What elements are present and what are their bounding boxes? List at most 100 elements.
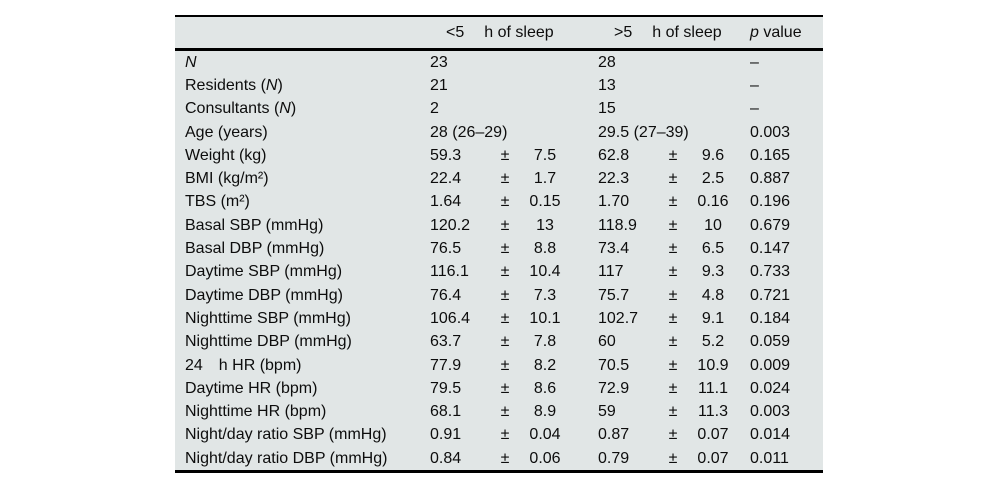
p-value-cell: 0.196 [750, 193, 791, 211]
group2-plusminus: ± [668, 216, 678, 234]
group2-plusminus: ± [668, 193, 678, 211]
group1-value: 79.5 [430, 379, 462, 397]
p-value-cell: 0.165 [750, 146, 791, 164]
table-row: Nighttime DBP (mmHg) 63.7 ± 7.8 60 ± 5.2… [175, 331, 823, 354]
group1-value: 2 [430, 100, 439, 118]
group1-sd: 10.1 [529, 309, 561, 327]
p-value-cell: 0.184 [750, 309, 791, 327]
group1-plusminus: ± [500, 356, 510, 374]
p-value-cell: 0.059 [750, 333, 791, 351]
group1-plusminus: ± [500, 170, 510, 188]
row-label-suffix: ) [277, 76, 283, 94]
row-label: Basal DBP (mmHg) [175, 240, 430, 258]
row-label-suffix: ) [290, 100, 297, 118]
row-label-text: Nighttime SBP (mmHg) [185, 309, 351, 327]
row-label-text: Basal DBP (mmHg) [185, 240, 325, 258]
group2-value: 22.3 [598, 170, 630, 188]
group1-unit-label: h of sleep [484, 23, 554, 41]
group2-sd: 9.1 [701, 309, 725, 327]
group1-value: 28 (26–29) [430, 123, 508, 141]
group1-sd: 8.8 [533, 240, 557, 258]
group1-value: 76.5 [430, 240, 462, 258]
group1-plusminus: ± [500, 426, 510, 444]
group2-value: 13 [598, 76, 616, 94]
group1-plusminus: ± [500, 309, 510, 327]
p-value-cell: 0.733 [750, 263, 791, 281]
group1-plusminus: ± [500, 146, 510, 164]
group1-sd: 10.4 [529, 263, 561, 281]
group1-sd: 7.3 [533, 286, 557, 304]
table-row: Daytime SBP (mmHg) 116.1 ± 10.4 117 ± 9.… [175, 261, 823, 284]
group2-value: 70.5 [598, 356, 630, 374]
table-row: TBS (m²) 1.64 ± 0.15 1.70 ± 0.16 0.196 [175, 191, 823, 214]
p-value-cell: 0.024 [750, 379, 791, 397]
p-value-cell: – [750, 100, 759, 118]
table-row: Night/day ratio DBP (mmHg) 0.84 ± 0.06 0… [175, 447, 823, 470]
row-label-text: Nighttime HR (bpm) [185, 403, 327, 421]
group2-value: 59 [598, 403, 616, 421]
row-label: BMI (kg/m²) [175, 170, 430, 188]
group1-sd: 8.6 [533, 379, 557, 397]
row-label-text: Basal SBP (mmHg) [185, 216, 324, 234]
row-label: Residents (N) [175, 77, 430, 95]
group1-plusminus: ± [500, 286, 510, 304]
group2-plusminus: ± [668, 333, 678, 351]
group2-sd: 11.3 [698, 403, 728, 421]
table-row: Age (years) 28 (26–29) 29.5 (27–39) 0.00… [175, 121, 823, 144]
row-label: Nighttime DBP (mmHg) [175, 333, 430, 351]
group1-plusminus: ± [500, 379, 510, 397]
group1-plusminus: ± [500, 403, 510, 421]
group1-sd: 13 [536, 216, 554, 234]
group2-sd: 0.07 [697, 449, 729, 467]
group2-plusminus: ± [668, 146, 678, 164]
row-label-text: Consultants ( [185, 100, 280, 118]
group2-sd: 2.5 [701, 170, 725, 188]
group2-sd: 9.6 [701, 146, 725, 164]
table-row: Consultants (N) 2 15 – [175, 98, 823, 121]
row-label: Daytime DBP (mmHg) [175, 287, 430, 305]
group1-sd: 0.15 [529, 193, 561, 211]
row-label-text: BMI (kg/m²) [185, 170, 269, 188]
p-rest-label: value [758, 23, 802, 41]
table-row: Basal DBP (mmHg) 76.5 ± 8.8 73.4 ± 6.5 0… [175, 237, 823, 260]
group1-value: 23 [430, 53, 448, 71]
group1-sd: 0.06 [529, 449, 561, 467]
group2-value: 0.87 [598, 426, 630, 444]
group2-plusminus: ± [668, 449, 678, 467]
column-header-p-value: p value [740, 24, 823, 42]
row-label-text: Residents ( [185, 76, 266, 94]
row-label: Night/day ratio SBP (mmHg) [175, 426, 430, 444]
group2-value: 60 [598, 333, 616, 351]
group1-value: 106.4 [430, 309, 471, 327]
row-label-text: Night/day ratio DBP (mmHg) [185, 449, 388, 467]
p-value-cell: 0.147 [750, 240, 791, 258]
table-row: Weight (kg) 59.3 ± 7.5 62.8 ± 9.6 0.165 [175, 144, 823, 167]
row-label: Basal SBP (mmHg) [175, 217, 430, 235]
group2-plusminus: ± [668, 286, 678, 304]
table-row: Night/day ratio SBP (mmHg) 0.91 ± 0.04 0… [175, 424, 823, 447]
table-row: BMI (kg/m²) 22.4 ± 1.7 22.3 ± 2.5 0.887 [175, 167, 823, 190]
group2-value: 72.9 [598, 379, 630, 397]
group2-plusminus: ± [668, 379, 678, 397]
table-row: Nighttime SBP (mmHg) 106.4 ± 10.1 102.7 … [175, 307, 823, 330]
group2-value: 75.7 [598, 286, 630, 304]
row-label: Nighttime SBP (mmHg) [175, 310, 430, 328]
p-value-cell: 0.003 [750, 123, 791, 141]
group2-threshold-label: >5 [614, 23, 633, 41]
group2-value: 62.8 [598, 146, 630, 164]
group1-value: 76.4 [430, 286, 462, 304]
group2-value: 118.9 [598, 216, 637, 234]
group1-value: 77.9 [430, 356, 462, 374]
group1-sd: 7.5 [533, 146, 557, 164]
group2-plusminus: ± [668, 403, 678, 421]
group1-plusminus: ± [500, 333, 510, 351]
group1-value: 59.3 [430, 146, 462, 164]
row-label-italic: N [279, 100, 291, 118]
group2-value: 15 [598, 100, 616, 118]
table-row: Daytime HR (bpm) 79.5 ± 8.6 72.9 ± 11.1 … [175, 377, 823, 400]
p-value-cell: 0.887 [750, 170, 791, 188]
group1-value: 120.2 [430, 216, 471, 234]
column-header-under-5h-sleep: <5 h of sleep [430, 24, 572, 42]
row-label: Night/day ratio DBP (mmHg) [175, 450, 430, 468]
